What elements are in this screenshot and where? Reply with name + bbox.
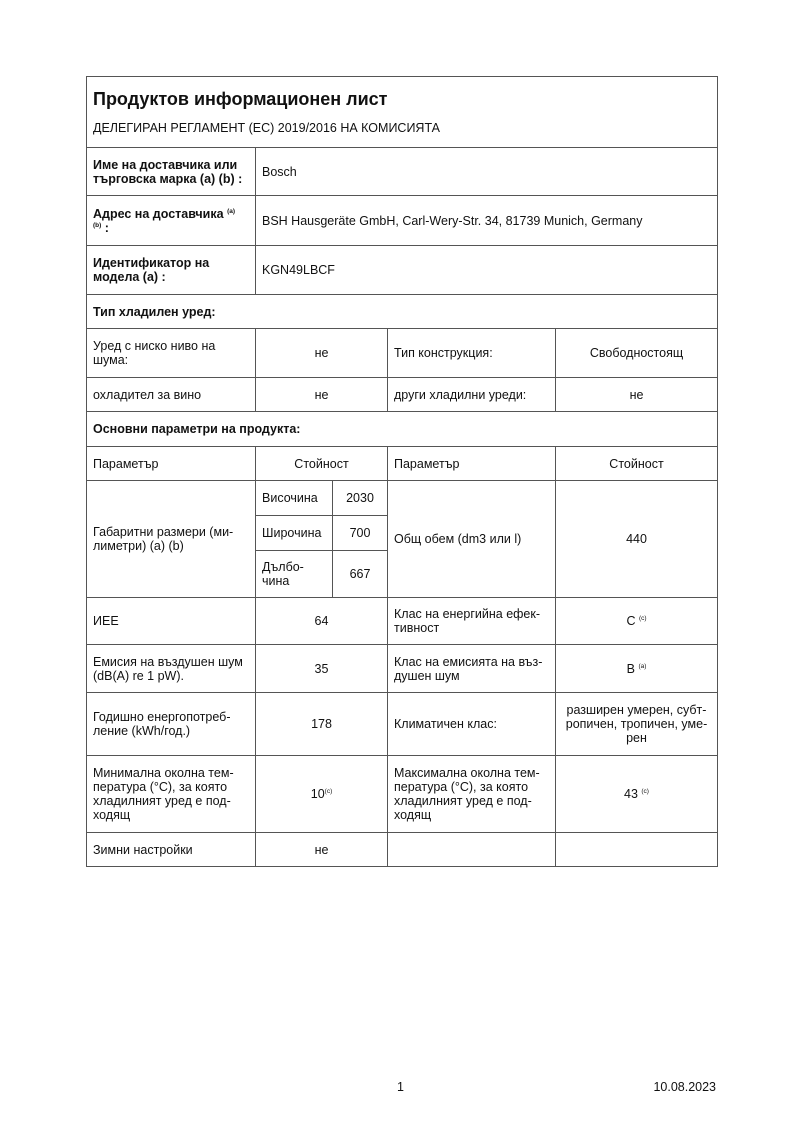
value-cell: 35: [255, 644, 388, 693]
table-row: ИЕЕ 64 Клас на енергийна ефек-тивност C (c): [86, 597, 718, 645]
value-cell: 10(c): [255, 755, 388, 833]
header-row: Параметър Стойност Параметър Стойност: [86, 446, 718, 481]
value-cell: разширен умерен, субт-ропичен, тропичен,…: [555, 692, 718, 756]
value-text: C: [626, 614, 636, 628]
column-header: Стойност: [255, 446, 388, 481]
param-cell: охладител за вино: [86, 377, 256, 412]
width-value: 700: [332, 515, 388, 551]
value-cell: C (c): [555, 597, 718, 645]
value-cell: B (a): [555, 644, 718, 693]
value-text: не: [314, 842, 329, 857]
param-cell: Клас на енергийна ефек-тивност: [387, 597, 556, 645]
depth-value: 667: [332, 550, 388, 598]
value-cell: 43 (c): [555, 755, 718, 833]
product-info-table: Продуктов информационен лист ДЕЛЕГИРАН Р…: [86, 76, 718, 867]
footnote-a: (a): [227, 207, 236, 215]
height-value: 2030: [332, 480, 388, 516]
page-title: Продуктов информационен лист: [86, 76, 718, 117]
supplier-label: Име на доставчика или търговска марка (a…: [86, 147, 256, 196]
supplier-value: Bosch: [255, 147, 718, 196]
param-cell: ИЕЕ: [86, 597, 256, 645]
value-cell: [555, 832, 718, 867]
width-label: Широчина: [255, 515, 333, 551]
param-cell: [387, 832, 556, 867]
volume-label: Общ обем (dm3 или l): [387, 480, 556, 598]
param-cell: Годишно енергопотреб-ление (kWh/год.): [86, 692, 256, 756]
footnote-marker: (c): [638, 615, 647, 622]
column-header: Параметър: [387, 446, 556, 481]
footnote-marker: (c): [641, 788, 649, 795]
height-label: Височина: [255, 480, 333, 516]
address-value: BSH Hausgeräte GmbH, Carl-Wery-Str. 34, …: [255, 195, 718, 246]
model-value: KGN49LBCF: [255, 245, 718, 295]
value-cell: не: [255, 328, 388, 378]
value-text: 43: [624, 787, 638, 801]
param-cell: Зимни настройки: [86, 832, 256, 867]
value-text: 10: [310, 787, 325, 801]
regulation-subtitle: ДЕЛЕГИРАН РЕГЛАМЕНТ (ЕС) 2019/2016 НА КО…: [86, 117, 718, 148]
colon: :: [104, 220, 109, 235]
param-cell: Клас на емисията на въз-душен шум: [387, 644, 556, 693]
document-date: 10.08.2023: [653, 1080, 716, 1094]
page-number: 1: [397, 1080, 404, 1094]
table-row: Уред с ниско ниво на шума: не Тип конструк…: [86, 328, 718, 378]
address-label-text: Адрес на доставчика: [93, 206, 224, 221]
value-cell: не: [255, 832, 388, 867]
param-cell: други хладилни уреди:: [387, 377, 556, 412]
param-cell: Тип конструкция:: [387, 328, 556, 378]
table-row: Зимни настройки не: [86, 832, 718, 867]
value-text: 35: [314, 661, 329, 676]
column-header: Стойност: [555, 446, 718, 481]
footnote-b: (b): [93, 221, 102, 229]
value-text: 178: [311, 717, 332, 731]
table-row: Годишно енергопотреб-ление (kWh/год.) 178…: [86, 692, 718, 756]
param-cell: Уред с ниско ниво на шума:: [86, 328, 256, 378]
type-section-heading: Тип хладилен уред:: [86, 294, 718, 329]
value-cell: не: [255, 377, 388, 412]
value-cell: не: [555, 377, 718, 412]
param-cell: Емисия на въздушен шум (dB(A) re 1 pW).: [86, 644, 256, 693]
value-cell: Свободностоящ: [555, 328, 718, 378]
footnote-marker: (a): [638, 662, 647, 670]
value-text: разширен умерен, субт-ропичен, тропичен,…: [565, 703, 708, 745]
param-cell: Минимална околна тем-пература (°C), за к…: [86, 755, 256, 833]
value-text: 64: [314, 614, 329, 628]
model-label: Идентификатор на модела (a) :: [86, 245, 256, 295]
volume-value: 440: [555, 480, 718, 598]
address-label: Адрес на доставчика (a) (b) :: [86, 195, 256, 246]
dimensions-label: Габаритни размери (ми-лиметри) (a) (b): [86, 480, 256, 598]
param-cell: Максимална околна тем-пература (°C), за …: [387, 755, 556, 833]
column-header: Параметър: [86, 446, 256, 481]
footnote-marker: (c): [324, 788, 333, 795]
param-cell: Климатичен клас:: [387, 692, 556, 756]
table-row: Емисия на въздушен шум (dB(A) re 1 pW). 3…: [86, 644, 718, 693]
params-section-heading: Основни параметри на продукта:: [86, 411, 718, 447]
value-cell: 178: [255, 692, 388, 756]
depth-label: Дълбо-чина: [255, 550, 333, 598]
value-cell: 64: [255, 597, 388, 645]
value-text: B: [626, 661, 635, 676]
table-row: охладител за вино не други хладилни уреди:…: [86, 377, 718, 412]
table-row: Минимална околна тем-пература (°C), за к…: [86, 755, 718, 833]
